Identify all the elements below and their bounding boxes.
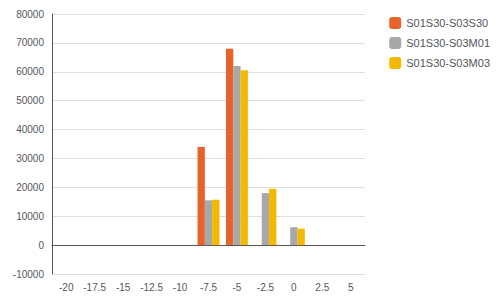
svg-text:0: 0	[38, 240, 44, 251]
svg-text:5: 5	[348, 282, 354, 293]
svg-text:70000: 70000	[16, 37, 44, 48]
svg-text:-5: -5	[233, 282, 242, 293]
svg-text:-20: -20	[59, 282, 74, 293]
svg-text:S01S30-S03M03: S01S30-S03M03	[406, 57, 490, 69]
svg-text:30000: 30000	[16, 153, 44, 164]
svg-text:-17.5: -17.5	[83, 282, 106, 293]
svg-text:S01S30-S03S30: S01S30-S03S30	[406, 17, 488, 29]
svg-text:20000: 20000	[16, 182, 44, 193]
svg-text:-10: -10	[173, 282, 188, 293]
svg-text:-10000: -10000	[13, 269, 45, 280]
svg-text:2.5: 2.5	[315, 282, 329, 293]
svg-text:80000: 80000	[16, 9, 44, 20]
svg-text:50000: 50000	[16, 95, 44, 106]
svg-text:-7.5: -7.5	[200, 282, 218, 293]
svg-text:-2.5: -2.5	[257, 282, 275, 293]
svg-text:0: 0	[291, 282, 297, 293]
svg-text:S01S30-S03M01: S01S30-S03M01	[406, 37, 490, 49]
svg-text:-15: -15	[116, 282, 131, 293]
svg-text:-12.5: -12.5	[140, 282, 163, 293]
svg-text:60000: 60000	[16, 66, 44, 77]
svg-text:40000: 40000	[16, 124, 44, 135]
svg-text:10000: 10000	[16, 211, 44, 222]
